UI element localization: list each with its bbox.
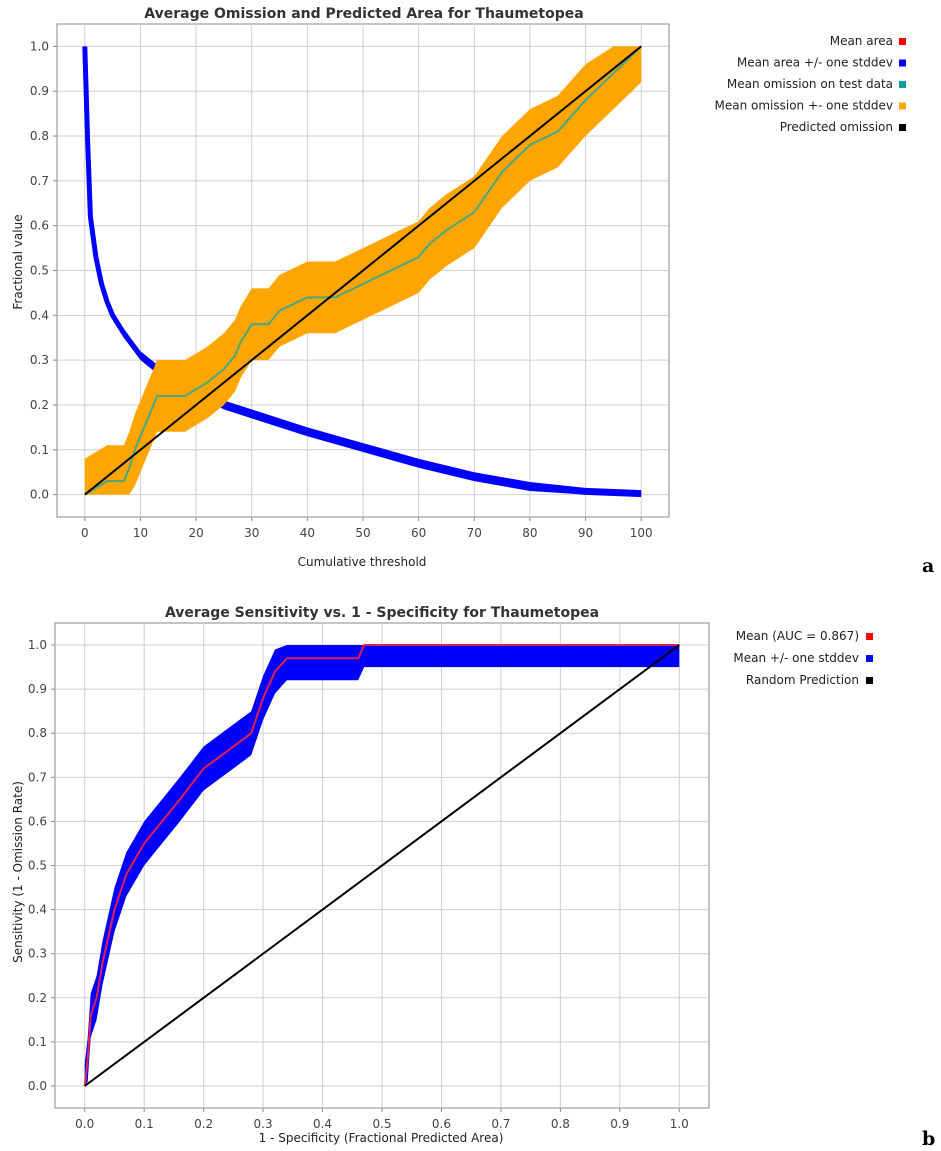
legend-swatch	[899, 81, 906, 88]
y-tick-label: 0.4	[30, 308, 49, 322]
x-tick-label: 0.2	[194, 1117, 213, 1131]
y-tick-label: 0.3	[30, 353, 49, 367]
y-tick-label: 0.0	[30, 488, 49, 502]
y-tick-label: 0.7	[28, 770, 47, 784]
line-mean-auc-0-867	[83, 644, 680, 1087]
x-tick-label: 50	[355, 526, 370, 540]
x-tick-label: 0.0	[75, 1117, 94, 1131]
x-tick-label: 0.5	[372, 1117, 391, 1131]
y-axis-label: Sensitivity (1 - Omission Rate)	[11, 781, 25, 963]
x-tick-label: 0.3	[254, 1117, 273, 1131]
x-tick-label: 90	[578, 526, 593, 540]
legend-label: Mean omission on test data	[727, 77, 893, 91]
y-tick-label: 0.3	[28, 947, 47, 961]
legend-swatch	[866, 655, 873, 662]
band-mean-one-stddev	[84, 645, 680, 1086]
x-tick-label: 30	[244, 526, 259, 540]
chart-title: Average Sensitivity vs. 1 - Specificity …	[165, 605, 599, 621]
y-tick-label: 0.6	[28, 814, 47, 828]
x-tick-label: 0	[81, 526, 89, 540]
x-axis-label: Cumulative threshold	[298, 555, 427, 569]
x-tick-label: 70	[467, 526, 482, 540]
legend-label: Random Prediction	[746, 673, 859, 687]
x-tick-label: 0.8	[551, 1117, 570, 1131]
x-tick-label: 0.9	[610, 1117, 629, 1131]
chart-title: Average Omission and Predicted Area for …	[144, 6, 583, 22]
y-tick-label: 0.5	[28, 859, 47, 873]
x-tick-label: 60	[411, 526, 426, 540]
legend-swatch	[899, 102, 906, 110]
series-layer	[83, 644, 680, 1087]
legend-swatch	[899, 124, 906, 131]
line-random-prediction	[84, 644, 680, 1087]
y-tick-label: 0.4	[28, 903, 47, 917]
x-tick-label: 20	[188, 526, 203, 540]
legend-label: Predicted omission	[780, 120, 893, 134]
series-layer	[82, 45, 642, 498]
y-tick-label: 0.1	[28, 1035, 47, 1049]
x-tick-label: 0.7	[491, 1117, 510, 1131]
panel-label: a	[922, 555, 934, 577]
y-tick-label: 1.0	[30, 39, 49, 53]
legend-label: Mean (AUC = 0.867)	[736, 629, 859, 643]
y-tick-label: 0.8	[30, 129, 49, 143]
legend-swatch	[866, 677, 873, 684]
x-tick-label: 10	[133, 526, 148, 540]
y-tick-label: 0.6	[30, 219, 49, 233]
x-tick-label: 80	[522, 526, 537, 540]
x-tick-label: 1.0	[670, 1117, 689, 1131]
x-tick-label: 0.6	[432, 1117, 451, 1131]
x-tick-labels: 0 10 20 30 40 50 60 70 80 90 100	[81, 526, 653, 540]
x-axis-label: 1 - Specificity (Fractional Predicted Ar…	[259, 1131, 504, 1145]
y-tick-labels: 0.0 0.1 0.2 0.3 0.4 0.5 0.6 0.7 0.8 0.9 1.0	[28, 638, 47, 1093]
y-tick-label: 0.9	[30, 84, 49, 98]
legend-swatch	[899, 59, 906, 67]
x-tick-label: 100	[630, 526, 653, 540]
y-tick-labels: 0.0 0.1 0.2 0.3 0.4 0.5 0.6 0.7 0.8 0.9 1.0	[30, 39, 49, 501]
legend-swatch	[899, 38, 906, 45]
x-tick-labels: 0.0 0.1 0.2 0.3 0.4 0.5 0.6 0.7 0.8 0.9 1.0	[75, 1117, 689, 1131]
x-tick-label: 0.1	[135, 1117, 154, 1131]
line-mean-omission-on-test-data	[84, 45, 642, 496]
panel-label: b	[922, 1128, 935, 1150]
legend: Mean area Mean area +/- one stddev Mean om…	[715, 34, 906, 134]
line-predicted-omission	[84, 45, 642, 496]
legend-label: Mean area	[830, 34, 893, 48]
y-tick-label: 0.7	[30, 174, 49, 188]
chart-roc: Average Sensitivity vs. 1 - Specificity …	[11, 605, 935, 1150]
legend-swatch	[866, 633, 873, 640]
y-tick-label: 0.8	[28, 726, 47, 740]
y-tick-label: 0.2	[28, 991, 47, 1005]
chart-omission-area: Average Omission and Predicted Area for …	[11, 6, 934, 577]
legend-label: Mean omission +- one stddev	[715, 99, 894, 113]
legend: Mean (AUC = 0.867) Mean +/- one stddev Ran…	[733, 629, 873, 687]
legend-label: Mean +/- one stddev	[733, 651, 859, 665]
y-axis-label: Fractional value	[11, 214, 25, 309]
y-tick-label: 0.2	[30, 398, 49, 412]
x-tick-label: 0.4	[313, 1117, 332, 1131]
y-tick-label: 0.1	[30, 443, 49, 457]
y-tick-label: 0.0	[28, 1079, 47, 1093]
legend-label: Mean area +/- one stddev	[737, 56, 893, 70]
y-tick-label: 0.9	[28, 682, 47, 696]
y-tick-label: 1.0	[28, 638, 47, 652]
y-tick-label: 0.5	[30, 264, 49, 278]
x-tick-label: 40	[300, 526, 315, 540]
